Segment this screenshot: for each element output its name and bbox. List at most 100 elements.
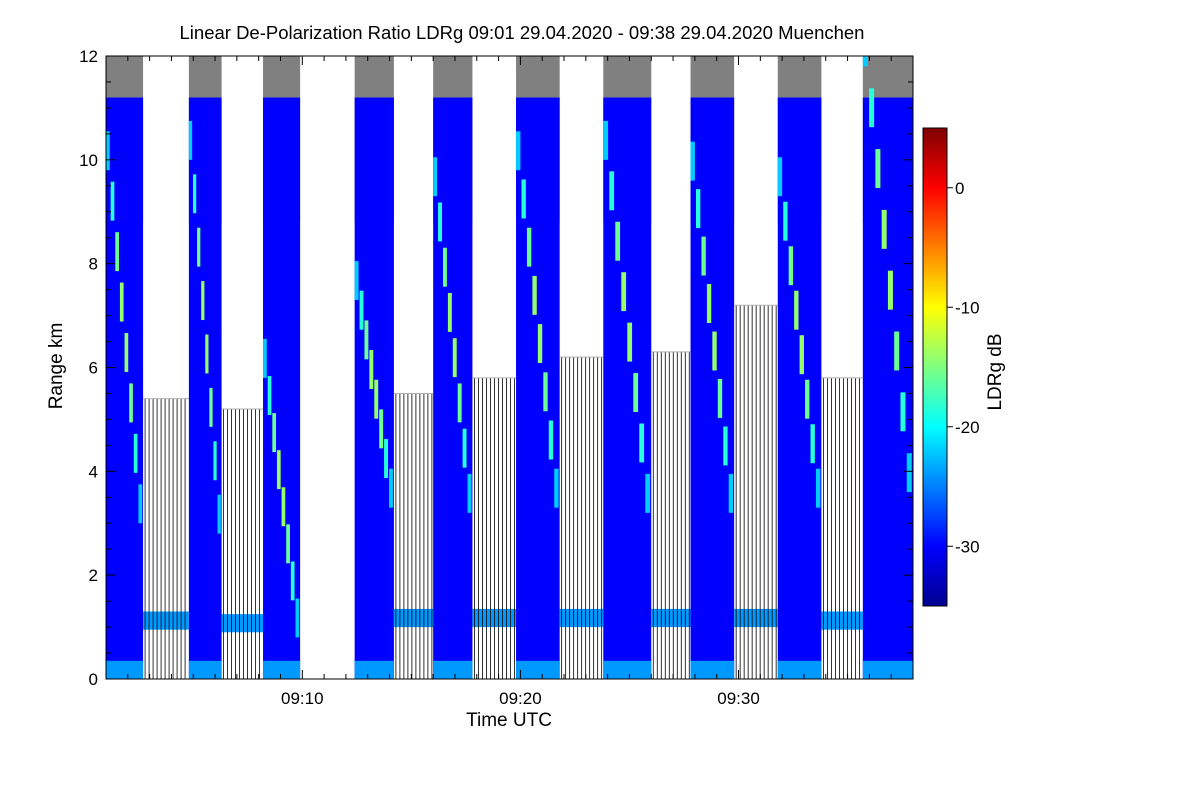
- boundary-layer: [690, 660, 735, 679]
- ldr-layer-cell: [906, 453, 912, 493]
- ldr-layer-cell: [433, 157, 438, 197]
- colorbar-tick-label: 0: [955, 179, 964, 198]
- ldr-layer-cell: [881, 209, 887, 249]
- ldr-layer-cell: [276, 450, 281, 490]
- colorbar: [922, 127, 948, 607]
- cloud-base-band: [143, 611, 189, 630]
- scan-lines: [393, 392, 434, 679]
- ldr-layer-cell: [369, 350, 374, 390]
- ldr-layer-cell: [875, 149, 881, 189]
- ldr-layer-cell: [615, 221, 621, 261]
- ldr-layer-cell: [788, 246, 794, 286]
- x-axis: 09:10 09:20 09:30: [105, 56, 914, 708]
- ldr-layer-cell: [887, 270, 893, 310]
- ldr-layer-cell: [354, 261, 359, 301]
- ldr-layer-cell: [286, 524, 290, 564]
- ldr-layer-cell: [799, 335, 804, 375]
- colorbar-tick-label: -10: [955, 298, 980, 317]
- scan-lines: [472, 377, 517, 679]
- y-tick-label: 4: [89, 462, 98, 481]
- ldr-layer-cell: [621, 272, 627, 312]
- ldr-layer-cell: [521, 179, 526, 219]
- ldr-field: [433, 97, 473, 679]
- ldr-layer-cell: [359, 290, 364, 330]
- ldr-layer-cell: [213, 441, 217, 481]
- ldr-layer-cell: [388, 468, 393, 508]
- scan-segment: [263, 56, 301, 679]
- ldr-layer-cell: [516, 131, 521, 171]
- ldr-layer-cell: [603, 120, 609, 160]
- scan-lines: [221, 408, 264, 679]
- ldr-layer-cell: [701, 236, 706, 276]
- scan-lines: [734, 304, 778, 679]
- colorbar-tick-label: -20: [955, 418, 980, 437]
- scan-lines: [821, 377, 863, 679]
- scan-lines: [143, 398, 189, 679]
- boundary-layer: [188, 660, 222, 679]
- ldr-layer-cell: [712, 331, 717, 371]
- scan-segment: [862, 56, 913, 679]
- scan-segment: [106, 56, 144, 679]
- ldr-layer-cell: [374, 379, 379, 419]
- y-tick-label: 10: [79, 151, 98, 170]
- y-tick-label: 0: [89, 670, 98, 689]
- ldr-layer-cell: [263, 338, 267, 378]
- ldr-layer-cell: [695, 189, 701, 229]
- ldr-layer-cell: [205, 334, 209, 374]
- boundary-layer: [263, 660, 301, 679]
- boundary-layer: [777, 660, 822, 679]
- ldr-layer-cell: [783, 201, 788, 241]
- ldr-layer-cell: [467, 473, 472, 513]
- y-axis-label: Range km: [46, 323, 67, 410]
- ldr-layer-cell: [862, 56, 868, 67]
- ldr-layer-cell: [115, 232, 119, 272]
- scan-segment: [516, 56, 560, 679]
- ldr-layer-cell: [138, 484, 143, 524]
- scan-segment: [188, 56, 222, 679]
- ldr-layer-cell: [442, 247, 447, 287]
- scan-segment: [777, 56, 822, 679]
- x-tick-label: 09:30: [717, 689, 760, 708]
- x-tick-label: 09:10: [281, 689, 324, 708]
- colorbar-label: LDRg dB: [985, 333, 1006, 410]
- ldr-layer-cell: [900, 392, 906, 432]
- colorbar-axis: 0 -10 -20 -30: [947, 179, 980, 556]
- ldr-layer-cell: [295, 598, 300, 638]
- scan-lines: [651, 351, 691, 679]
- ldr-layer-cell: [815, 468, 821, 508]
- y-tick-label: 8: [89, 255, 98, 274]
- y-axis: 0 2 4 6 8 10 12: [79, 47, 913, 689]
- ldr-layer-cell: [526, 227, 532, 267]
- boundary-layer: [354, 660, 394, 679]
- ldr-layer-cell: [609, 171, 615, 211]
- ldr-layer-cell: [267, 376, 272, 415]
- boundary-layer: [603, 660, 652, 679]
- scan-segment: [690, 56, 735, 679]
- ldr-layer-cell: [633, 373, 639, 412]
- ldr-layer-cell: [894, 331, 900, 371]
- ldr-layer-cell: [706, 284, 712, 323]
- ldr-layer-cell: [810, 424, 815, 464]
- ldr-layer-cell: [447, 292, 452, 332]
- x-tick-label: 09:20: [499, 689, 542, 708]
- ldr-layer-cell: [452, 338, 457, 378]
- ldr-layer-cell: [777, 157, 783, 197]
- ldr-layer-cell: [272, 413, 277, 453]
- ldr-layer-cell: [645, 473, 651, 513]
- ldr-layer-cell: [119, 282, 124, 322]
- boundary-layer: [433, 660, 473, 679]
- ldr-layer-cell: [794, 290, 799, 330]
- ldr-layer-cell: [690, 141, 695, 181]
- ldr-layer-cell: [537, 324, 543, 364]
- ldr-layer-cell: [188, 120, 193, 160]
- ldr-field: [777, 97, 822, 679]
- ldr-layer-cell: [717, 378, 723, 418]
- ldr-layer-cell: [290, 561, 295, 601]
- ldr-layer-cell: [548, 420, 554, 460]
- scan-segment: [433, 56, 473, 679]
- ldr-layer-cell: [201, 281, 205, 321]
- ldr-layer-cell: [532, 275, 537, 315]
- ldr-layer-cell: [438, 202, 442, 242]
- ldr-layer-cell: [462, 428, 467, 468]
- ldr-layer-cell: [281, 487, 286, 527]
